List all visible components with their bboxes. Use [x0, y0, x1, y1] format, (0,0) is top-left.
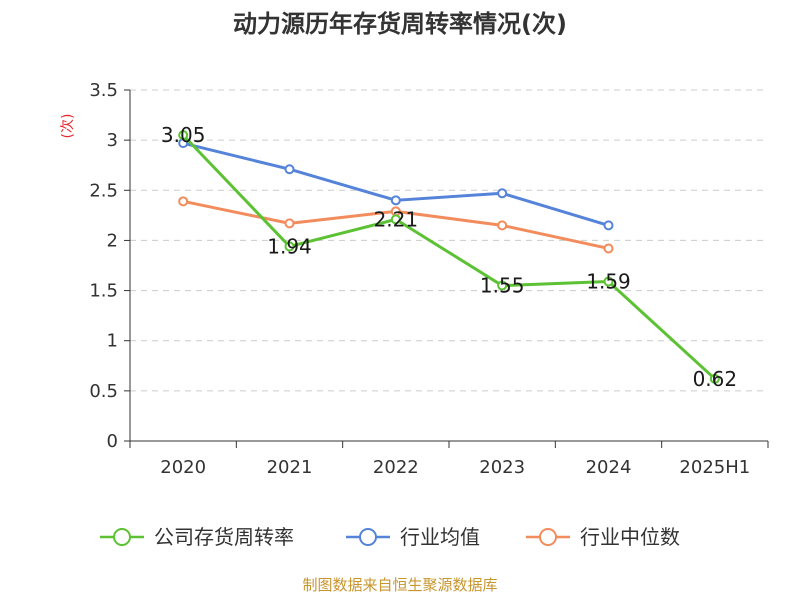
- y-axis-label: (次): [60, 114, 76, 139]
- data-point: [603, 243, 614, 254]
- y-tick-label: 0: [107, 431, 118, 452]
- y-tick-label: 1: [107, 331, 118, 352]
- y-tick-label: 3.5: [89, 80, 118, 101]
- legend-label: 行业中位数: [580, 525, 680, 549]
- data-point: [284, 241, 295, 252]
- axes: 0 0.5 1 1.5 2 2.5 3 3.5 2020 2021 2022 2023 2024 2025…: [89, 80, 769, 478]
- legend-item: 行业均值: [346, 525, 480, 549]
- series-line: [182, 134, 716, 380]
- legend-marker: [113, 528, 131, 546]
- legend-label: 行业均值: [400, 525, 480, 549]
- y-tick-label: 2: [107, 230, 118, 251]
- x-tick-label: 2025H1: [679, 457, 750, 478]
- legend-item: 公司存货周转率: [100, 525, 294, 549]
- data-label: 1.94: [267, 234, 312, 258]
- data-point: [709, 373, 720, 384]
- source-note: 制图数据来自恒生聚源数据库: [302, 576, 497, 594]
- data-point: [390, 214, 401, 225]
- series-1: [178, 138, 614, 231]
- data-point: [497, 188, 508, 199]
- data-label: 1.59: [586, 270, 631, 294]
- x-tick-label: 2020: [160, 457, 206, 478]
- x-tick-label: 2023: [479, 457, 525, 478]
- chart-title: 动力源历年存货周转率情况(次): [233, 10, 567, 38]
- data-point: [603, 276, 614, 287]
- data-point: [284, 164, 295, 175]
- x-tick-label: 2024: [586, 457, 632, 478]
- gridlines: [130, 89, 768, 392]
- legend-marker: [359, 528, 377, 546]
- legend-marker: [539, 528, 557, 546]
- data-point: [178, 196, 189, 207]
- data-label: 2.21: [374, 207, 419, 231]
- y-tick-label: 2.5: [89, 180, 118, 201]
- series-2: [178, 196, 614, 254]
- series-0: [178, 130, 720, 384]
- legend-label: 公司存货周转率: [154, 525, 294, 549]
- x-tick-label: 2021: [267, 457, 313, 478]
- data-point: [178, 130, 189, 141]
- data-labels: 3.05 1.94 2.21 1.55 1.59 0.62: [161, 123, 737, 391]
- data-point: [284, 218, 295, 229]
- series-lines: [178, 130, 720, 384]
- y-tick-label: 1.5: [89, 281, 118, 302]
- legend-item: 行业中位数: [526, 525, 680, 549]
- x-tick-label: 2022: [373, 457, 419, 478]
- y-tick-label: 3: [107, 130, 118, 151]
- data-label: 1.55: [480, 274, 525, 298]
- data-label: 0.62: [693, 367, 738, 391]
- data-point: [497, 280, 508, 291]
- y-tick-label: 0.5: [89, 381, 118, 402]
- data-point: [603, 220, 614, 231]
- data-point: [497, 220, 508, 231]
- data-point: [390, 195, 401, 206]
- legend: 公司存货周转率 行业均值 行业中位数: [100, 525, 680, 549]
- data-label: 3.05: [161, 123, 206, 147]
